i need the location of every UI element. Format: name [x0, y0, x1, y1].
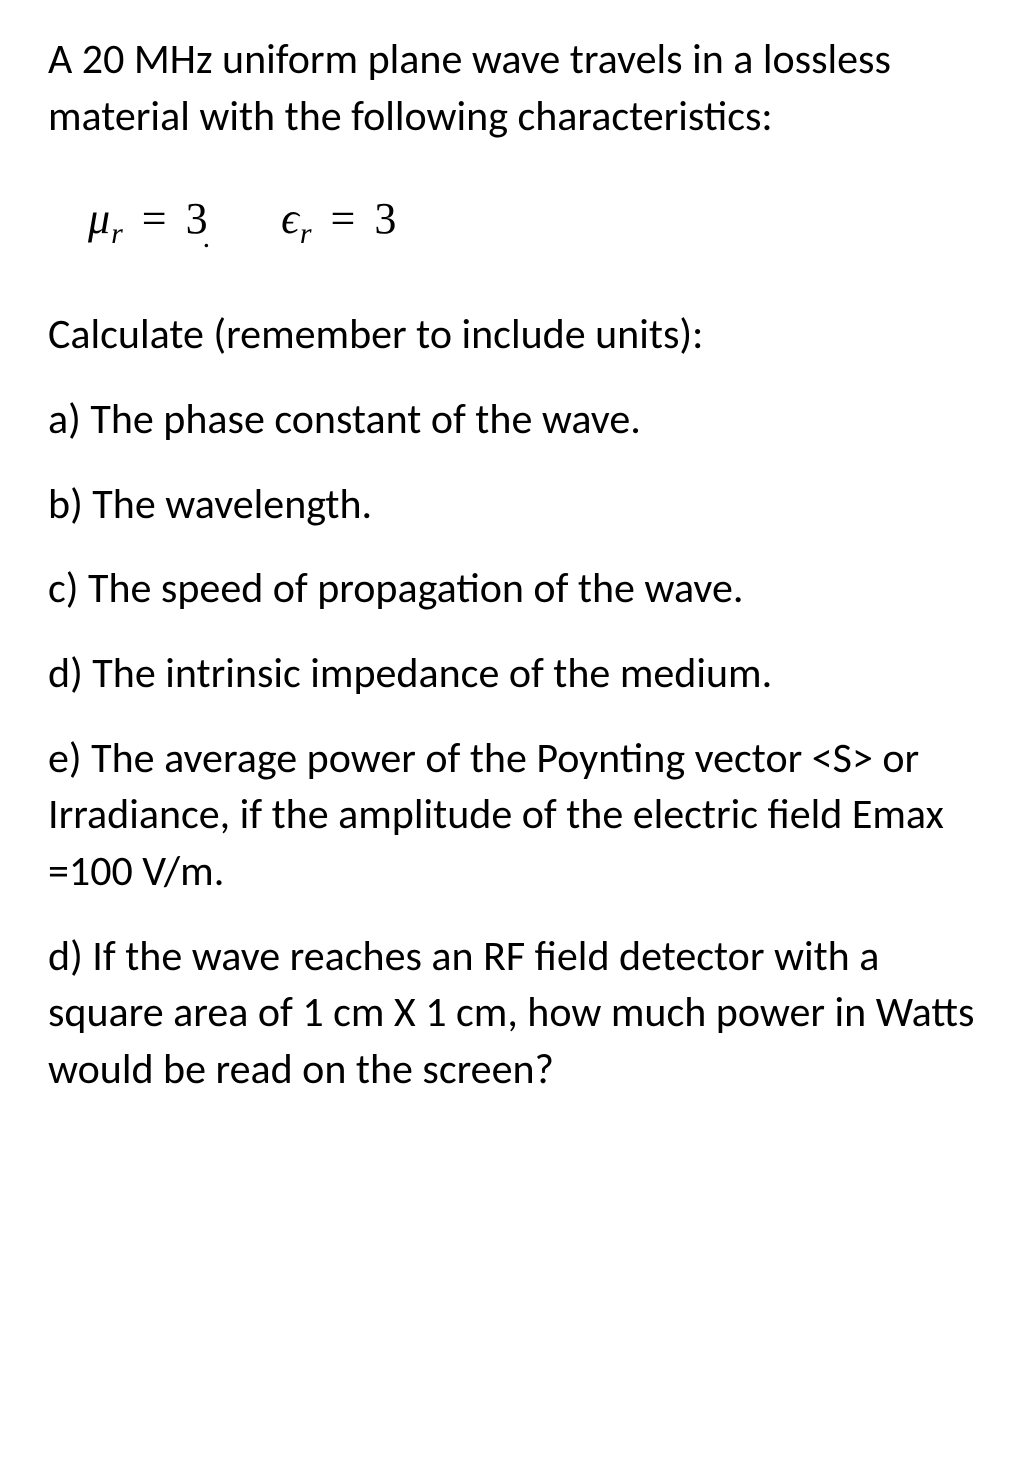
- question-f: d) If the wave reaches an RF field detec…: [48, 929, 975, 1099]
- question-a: a) The phase constant of the wave.: [48, 392, 975, 449]
- calculate-prompt: Calculate (remember to include units):: [48, 307, 975, 364]
- mu-symbol: μ: [88, 194, 111, 243]
- question-b-label: b): [48, 479, 92, 530]
- question-a-text: The phase constant of the wave.: [90, 394, 641, 445]
- question-d-label: d): [48, 648, 92, 699]
- question-e-text: The average power of the Poynting vector…: [48, 733, 944, 897]
- epsilon-value: 3: [374, 194, 397, 243]
- problem-page: A 20 MHz uniform plane wave travels in a…: [0, 0, 1023, 1159]
- question-b: b) The wavelength.: [48, 477, 975, 534]
- question-d: d) The intrinsic impedance of the medium…: [48, 646, 975, 703]
- question-d-text: The intrinsic impedance of the medium.: [92, 648, 772, 699]
- question-e-label: e): [48, 733, 91, 784]
- epsilon-symbol: ϵ: [281, 194, 300, 243]
- mu-equals: =: [136, 194, 174, 243]
- mu-subscript: r: [111, 217, 124, 250]
- question-f-text: If the wave reaches an RF field detector…: [48, 931, 974, 1095]
- epsilon-equals: =: [325, 194, 363, 243]
- epsilon-subscript: r: [300, 217, 313, 250]
- equation-separator: .: [203, 221, 212, 254]
- question-a-label: a): [48, 394, 90, 445]
- given-parameters-equation: μr = 3. ϵr = 3: [48, 193, 975, 251]
- question-f-label: d): [48, 931, 92, 982]
- question-c: c) The speed of propagation of the wave.: [48, 561, 975, 618]
- question-c-text: The speed of propagation of the wave.: [88, 563, 743, 614]
- question-b-text: The wavelength.: [92, 479, 372, 530]
- problem-intro: A 20 MHz uniform plane wave travels in a…: [48, 32, 975, 145]
- question-e: e) The average power of the Poynting vec…: [48, 731, 975, 901]
- question-c-label: c): [48, 563, 88, 614]
